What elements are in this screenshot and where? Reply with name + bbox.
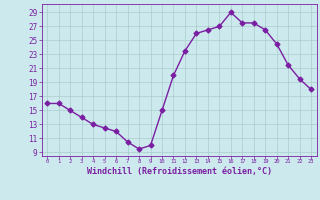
X-axis label: Windchill (Refroidissement éolien,°C): Windchill (Refroidissement éolien,°C) bbox=[87, 167, 272, 176]
